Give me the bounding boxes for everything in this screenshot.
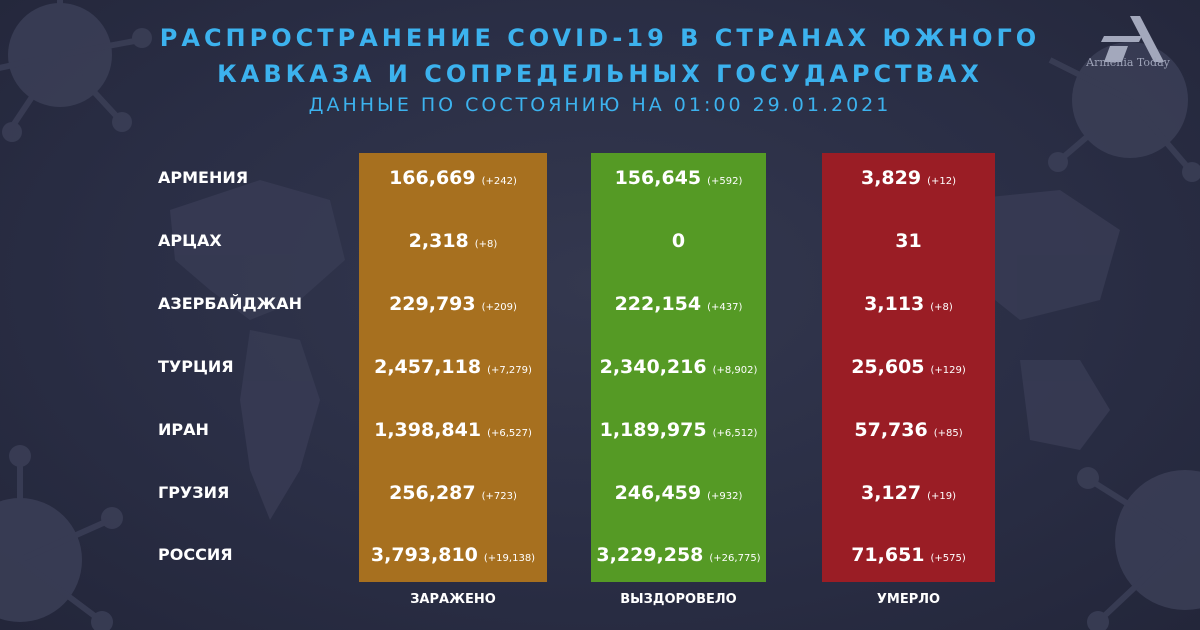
infected-delta: (+8) — [474, 239, 498, 250]
deaths-cell: 3,829 (+12) — [822, 163, 995, 193]
armenia-today-logo-icon — [1101, 16, 1164, 62]
subtitle-date: ДАННЫЕ ПО СОСТОЯНИЮ НА 01:00 29.01.2021 — [308, 94, 892, 116]
recovered-cell: 3,229,258 (+26,775) — [591, 540, 766, 570]
deaths-value: 3,829 — [860, 167, 922, 189]
deaths-cell: 57,736 (+85) — [822, 415, 995, 445]
infected-value: 166,669 — [389, 167, 476, 189]
recovered-value: 0 — [671, 230, 686, 252]
infected-cell: 3,793,810 (+19,138) — [359, 540, 547, 570]
infected-value: 1,398,841 — [374, 419, 482, 441]
infected-value: 3,793,810 — [370, 544, 478, 566]
infected-delta: (+242) — [481, 176, 517, 187]
infected-delta: (+7,279) — [487, 365, 532, 376]
title-line-1: РАСПРОСТРАНЕНИЕ COVID-19 В СТРАНАХ ЮЖНОГ… — [159, 24, 1041, 52]
deaths-cell: 31 — [822, 226, 995, 256]
country-label: АЗЕРБАЙДЖАН — [158, 294, 302, 313]
country-label: РОССИЯ — [158, 545, 233, 564]
infected-value: 2,457,118 — [374, 356, 482, 378]
infected-cell: 2,457,118 (+7,279) — [359, 352, 547, 382]
deaths-delta: (+85) — [933, 428, 963, 439]
recovered-cell: 2,340,216 (+8,902) — [591, 352, 766, 382]
deaths-delta: (+12) — [927, 176, 956, 187]
recovered-value: 246,459 — [614, 482, 702, 504]
infected-value: 229,793 — [389, 293, 476, 315]
country-label: ИРАН — [158, 420, 209, 439]
infected-cell: 1,398,841 (+6,527) — [359, 415, 547, 445]
deaths-value: 25,605 — [851, 356, 925, 378]
deaths-value: 71,651 — [851, 544, 925, 566]
infected-delta: (+6,527) — [487, 428, 532, 439]
deaths-column-background — [822, 153, 995, 582]
recovered-cell: 0 — [591, 226, 766, 256]
brand-name: Armenia Today — [1086, 56, 1170, 69]
deaths-cell: 71,651 (+575) — [822, 540, 995, 570]
deaths-delta: (+19) — [927, 491, 956, 502]
infected-delta: (+209) — [481, 302, 517, 313]
deaths-cell: 3,127 (+19) — [822, 478, 995, 508]
recovered-value: 156,645 — [614, 167, 702, 189]
recovered-delta: (+592) — [707, 176, 743, 187]
infected-value: 256,287 — [389, 482, 476, 504]
recovered-delta: (+8,902) — [712, 365, 758, 376]
infected-cell: 166,669 (+242) — [359, 163, 547, 193]
recovered-cell: 1,189,975 (+6,512) — [591, 415, 766, 445]
recovered-value: 3,229,258 — [596, 544, 704, 566]
deaths-cell: 3,113 (+8) — [822, 289, 995, 319]
deaths-delta: (+8) — [930, 302, 953, 313]
deaths-value: 57,736 — [854, 419, 928, 441]
deaths-column-label: УМЕРЛО — [876, 592, 941, 607]
infected-cell: 256,287 (+723) — [359, 478, 547, 508]
deaths-value: 31 — [895, 230, 922, 252]
infected-delta: (+723) — [481, 491, 517, 502]
infected-value: 2,318 — [408, 230, 469, 252]
recovered-value: 2,340,216 — [599, 356, 707, 378]
recovered-value: 222,154 — [614, 293, 702, 315]
recovered-cell: 222,154 (+437) — [591, 289, 766, 319]
infected-delta: (+19,138) — [483, 553, 536, 564]
country-label: ГРУЗИЯ — [158, 483, 230, 502]
recovered-column-label: ВЫЗДОРОВЕЛО — [620, 592, 737, 607]
recovered-column-background — [591, 153, 766, 582]
recovered-delta: (+932) — [707, 491, 743, 502]
country-label: АРМЕНИЯ — [158, 168, 249, 187]
recovered-cell: 246,459 (+932) — [591, 478, 766, 508]
recovered-value: 1,189,975 — [599, 419, 707, 441]
infected-column-label: ЗАРАЖЕНО — [410, 592, 496, 607]
title-line-2: КАВКАЗА И СОПРЕДЕЛЬНЫХ ГОСУДАРСТВАХ — [217, 60, 983, 88]
recovered-delta: (+437) — [707, 302, 743, 313]
deaths-delta: (+129) — [930, 365, 966, 376]
deaths-value: 3,113 — [864, 293, 925, 315]
recovered-delta: (+6,512) — [712, 428, 758, 439]
infected-column-background — [359, 153, 547, 582]
country-label: ТУРЦИЯ — [158, 357, 234, 376]
infected-cell: 2,318 (+8) — [359, 226, 547, 256]
deaths-cell: 25,605 (+129) — [822, 352, 995, 382]
recovered-delta: (+26,775) — [709, 553, 761, 564]
deaths-delta: (+575) — [930, 553, 966, 564]
recovered-cell: 156,645 (+592) — [591, 163, 766, 193]
country-label: АРЦАХ — [158, 231, 222, 250]
infected-cell: 229,793 (+209) — [359, 289, 547, 319]
deaths-value: 3,127 — [860, 482, 922, 504]
